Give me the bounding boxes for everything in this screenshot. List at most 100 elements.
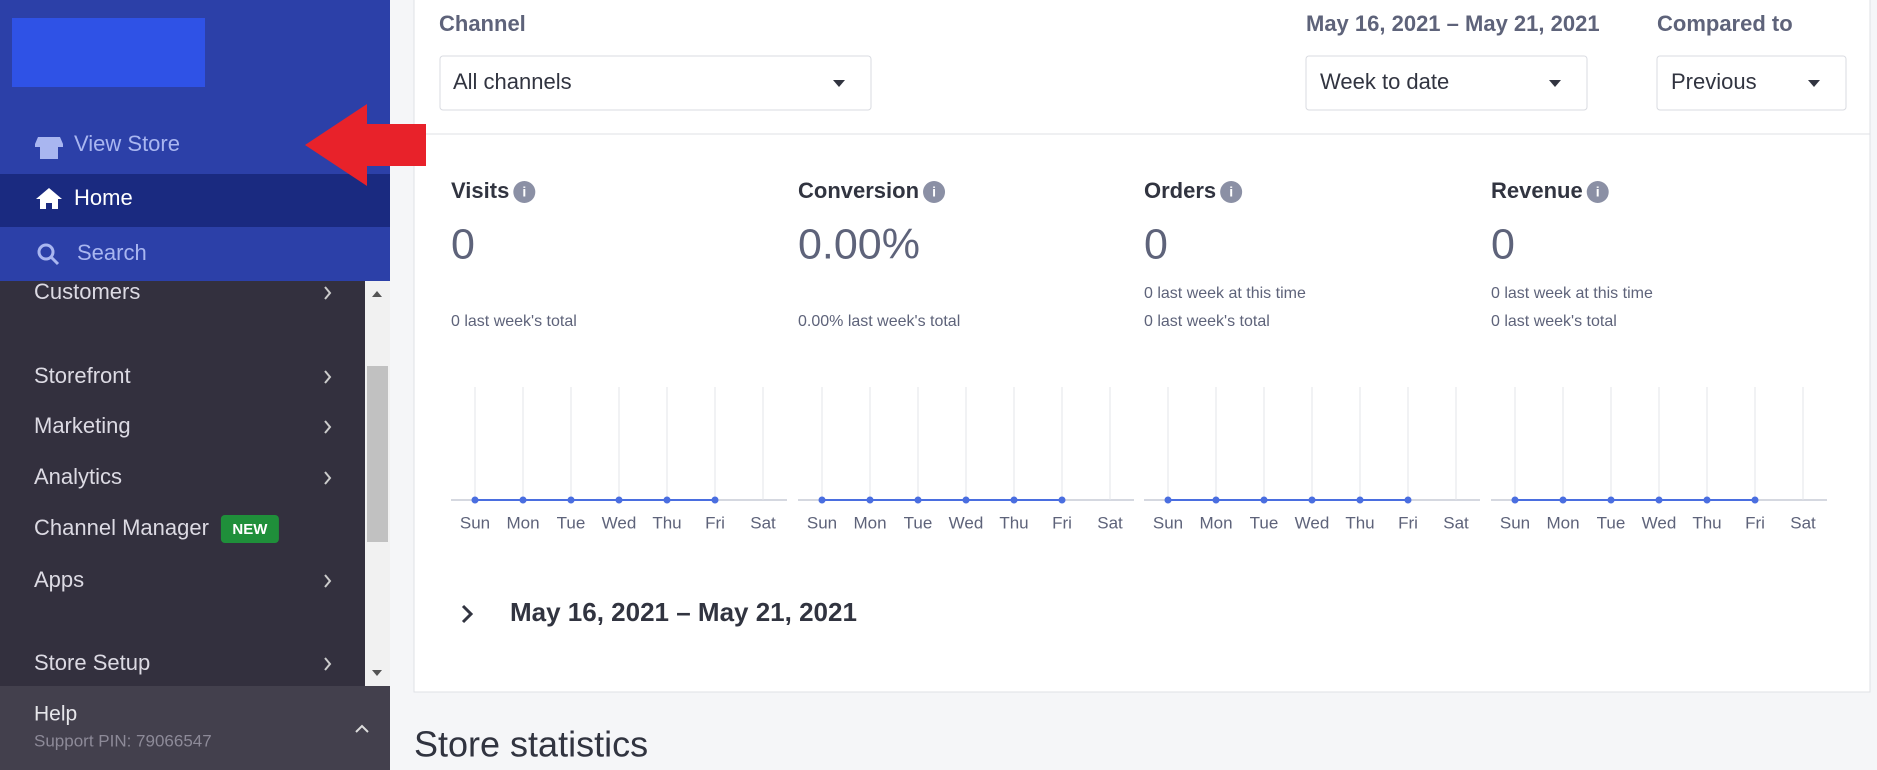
new-badge-label: NEW — [232, 521, 268, 538]
series-point — [1164, 496, 1172, 504]
series-point — [711, 496, 719, 504]
day-label: Tue — [904, 513, 933, 532]
pointer-arrow — [305, 104, 426, 186]
expand-chevron[interactable] — [461, 604, 474, 624]
series-point — [914, 496, 922, 504]
day-label: Sun — [1500, 513, 1530, 532]
period-dropdown[interactable] — [1305, 55, 1588, 111]
summary-range[interactable]: May 16, 2021 – May 21, 2021 — [510, 597, 857, 627]
nav-item[interactable]: Channel Manager — [34, 515, 209, 540]
info-icon[interactable] — [1220, 181, 1243, 203]
home-icon — [36, 188, 62, 209]
day-label: Thu — [999, 513, 1028, 532]
info-icon[interactable] — [513, 181, 536, 203]
scrollbar-thumb[interactable] — [367, 366, 388, 542]
series-point — [567, 496, 575, 504]
day-label: Sat — [1790, 513, 1816, 532]
series-point — [1404, 496, 1412, 504]
nav-item[interactable]: Marketing — [34, 413, 131, 438]
metric-note: 0 last week at this time — [1144, 285, 1306, 302]
metrics: Visits i 0 0 last week's total Sun Mon Tue Wed T… — [451, 178, 1827, 532]
series-point — [1655, 496, 1663, 504]
metric-value: 0 — [1491, 220, 1515, 268]
caret — [1549, 80, 1561, 87]
nav-item[interactable]: Storefront — [34, 363, 131, 388]
search-link[interactable]: Search — [77, 240, 147, 265]
day-label: Mon — [853, 513, 886, 532]
metric-note: 0 last week's total — [1144, 313, 1270, 330]
channel-value: All channels — [453, 69, 572, 94]
nav-item[interactable]: Analytics — [34, 464, 122, 489]
day-label: Mon — [1199, 513, 1232, 532]
search-icon — [37, 243, 55, 261]
metric-value: 0.00% — [798, 220, 920, 268]
day-label: Wed — [1642, 513, 1677, 532]
metric-note: 0.00% last week's total — [798, 313, 960, 330]
day-label: Sun — [460, 513, 490, 532]
day-label: Wed — [1295, 513, 1330, 532]
nav-chevron — [324, 420, 332, 434]
series-point — [962, 496, 970, 504]
help-label: Help — [34, 703, 77, 726]
day-label: Mon — [506, 513, 539, 532]
day-label: Fri — [705, 513, 725, 532]
nav-chevron — [324, 286, 332, 300]
day-label: Thu — [1345, 513, 1374, 532]
caret — [833, 80, 845, 87]
info-icon[interactable] — [1586, 181, 1609, 203]
series-point — [866, 496, 874, 504]
home-link[interactable]: Home — [74, 185, 133, 210]
nav-item[interactable]: Customers — [34, 279, 140, 304]
info-icon-i: i — [1596, 184, 1600, 200]
store-icon — [35, 137, 63, 159]
metric-title: Orders — [1144, 178, 1216, 203]
new-badge — [220, 515, 279, 543]
series-point — [1212, 496, 1220, 504]
day-label: Wed — [602, 513, 637, 532]
metric-title: Visits — [451, 178, 509, 203]
nav-item[interactable]: Store Setup — [34, 650, 150, 675]
day-label: Sat — [1443, 513, 1469, 532]
view-store-link[interactable]: View Store — [74, 131, 180, 156]
metric-note: 0 last week's total — [451, 313, 577, 330]
compared-dropdown[interactable] — [1656, 55, 1847, 111]
day-label: Wed — [949, 513, 984, 532]
day-label: Fri — [1398, 513, 1418, 532]
logo[interactable] — [12, 18, 205, 87]
support-pin: Support PIN: 79066547 — [34, 731, 212, 750]
date-range: May 16, 2021 – May 21, 2021 — [1306, 11, 1600, 36]
help-area[interactable] — [0, 686, 390, 770]
day-label: Fri — [1745, 513, 1765, 532]
day-label: Sat — [1097, 513, 1123, 532]
home-row[interactable] — [0, 174, 390, 227]
help-chevron — [355, 724, 369, 733]
section-title: Store statistics — [414, 724, 648, 765]
nav-items: Customers Storefront Marketing Analytics Cha… — [34, 279, 332, 675]
nav-item[interactable]: Apps — [34, 567, 84, 592]
day-label: Tue — [1250, 513, 1279, 532]
series-point — [1260, 496, 1268, 504]
series-point — [663, 496, 671, 504]
nav-chevron — [324, 657, 332, 671]
period-value: Week to date — [1320, 69, 1449, 94]
day-label: Fri — [1052, 513, 1072, 532]
day-label: Sun — [1153, 513, 1183, 532]
nav-chevron — [324, 574, 332, 588]
series-point — [1308, 496, 1316, 504]
metric-value: 0 — [451, 220, 475, 268]
info-icon[interactable] — [923, 181, 946, 203]
day-label: Mon — [1546, 513, 1579, 532]
series-point — [519, 496, 527, 504]
day-label: Thu — [652, 513, 681, 532]
day-label: Sun — [807, 513, 837, 532]
series-point — [1058, 496, 1066, 504]
day-label: Tue — [557, 513, 586, 532]
overview-card — [413, 0, 1871, 693]
info-icon-i: i — [1229, 184, 1233, 200]
metric-note: 0 last week's total — [1491, 313, 1617, 330]
series-point — [1356, 496, 1364, 504]
channel-dropdown[interactable] — [439, 55, 872, 111]
day-label: Sat — [750, 513, 776, 532]
